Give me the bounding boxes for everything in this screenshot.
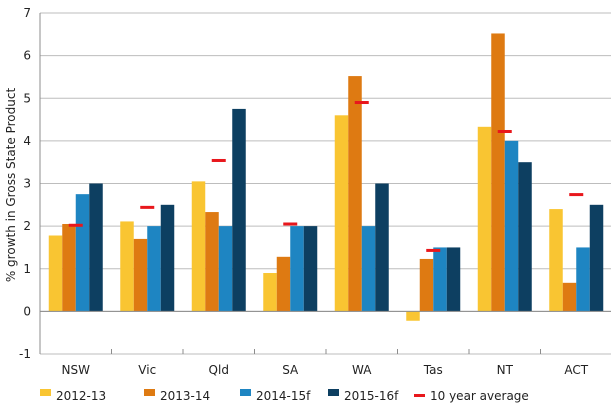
legend-label: 2015-16f: [344, 389, 399, 403]
average-marker: [140, 205, 155, 209]
x-tick-label: ACT: [564, 363, 588, 377]
x-tick-label: NSW: [62, 363, 91, 377]
bar: [375, 183, 389, 312]
bar: [491, 33, 505, 312]
bar: [89, 183, 103, 312]
legend-label: 2014-15f: [256, 389, 311, 403]
bar: [576, 247, 590, 312]
y-tick-label: 6: [23, 49, 31, 63]
x-tick-label: WA: [352, 363, 372, 377]
legend-swatch: [40, 389, 51, 396]
y-tick-label: -1: [19, 347, 31, 361]
bar: [218, 226, 233, 312]
average-marker: [569, 193, 584, 197]
bar: [133, 238, 148, 312]
bar: [147, 226, 161, 312]
average-marker: [211, 158, 226, 162]
x-tick-label: Qld: [209, 363, 229, 377]
legend-swatch: [414, 394, 425, 397]
axes: [39, 13, 611, 354]
y-tick-label: 2: [23, 219, 31, 233]
average-marker: [68, 223, 83, 227]
average-marker: [426, 248, 441, 252]
bar: [205, 212, 219, 312]
legend-swatch: [328, 389, 339, 396]
average-marker: [497, 129, 512, 133]
bar: [419, 258, 434, 312]
bar: [361, 226, 376, 312]
legend-label: 10 year average: [430, 389, 529, 403]
y-tick-label: 5: [23, 91, 31, 105]
bar: [562, 282, 577, 312]
y-tick-label: 1: [23, 262, 31, 276]
legend: 2012-13 2013-14 2014-15f 2015-16f 10 year av…: [40, 389, 529, 403]
x-tick-label: Tas: [423, 363, 443, 377]
bar: [549, 209, 563, 312]
bar: [160, 204, 175, 312]
y-tick-label: 3: [23, 177, 31, 191]
y-tick-label: 0: [23, 304, 31, 318]
bar: [334, 115, 349, 312]
bar: [48, 235, 63, 312]
bar: [191, 181, 206, 312]
y-axis-label: % growth in Gross State Product: [4, 88, 18, 283]
x-tick-label: SA: [282, 363, 299, 377]
bar: [303, 226, 318, 312]
legend-label: 2013-14: [160, 389, 210, 403]
average-markers: [68, 101, 584, 252]
average-marker: [283, 222, 298, 226]
x-tick-label: NT: [497, 363, 514, 377]
x-tick-labels: NSW Vic Qld SA WA Tas NT ACT: [62, 363, 589, 377]
bar: [75, 194, 90, 312]
legend-swatch: [144, 389, 155, 396]
y-tick-label: 4: [23, 134, 31, 148]
bar: [276, 256, 291, 312]
average-marker: [354, 101, 369, 105]
bar: [589, 204, 604, 312]
bar: [290, 226, 304, 312]
bar: [406, 311, 420, 321]
legend-swatch: [240, 389, 251, 396]
bar: [120, 221, 134, 312]
bar: [518, 162, 532, 312]
y-tick-label: 7: [23, 6, 31, 20]
bar: [348, 76, 362, 312]
bar: [62, 223, 76, 312]
legend-label: 2012-13: [56, 389, 106, 403]
y-tick-labels: -1 0 1 2 3 4 5 6 7: [19, 6, 31, 361]
bar: [263, 273, 277, 312]
x-tick-label: Vic: [138, 363, 156, 377]
bar: [232, 108, 246, 312]
bar: [504, 140, 519, 312]
bar: [433, 247, 447, 312]
bar: [446, 247, 461, 312]
bar: [477, 126, 492, 312]
bars: [48, 33, 604, 321]
